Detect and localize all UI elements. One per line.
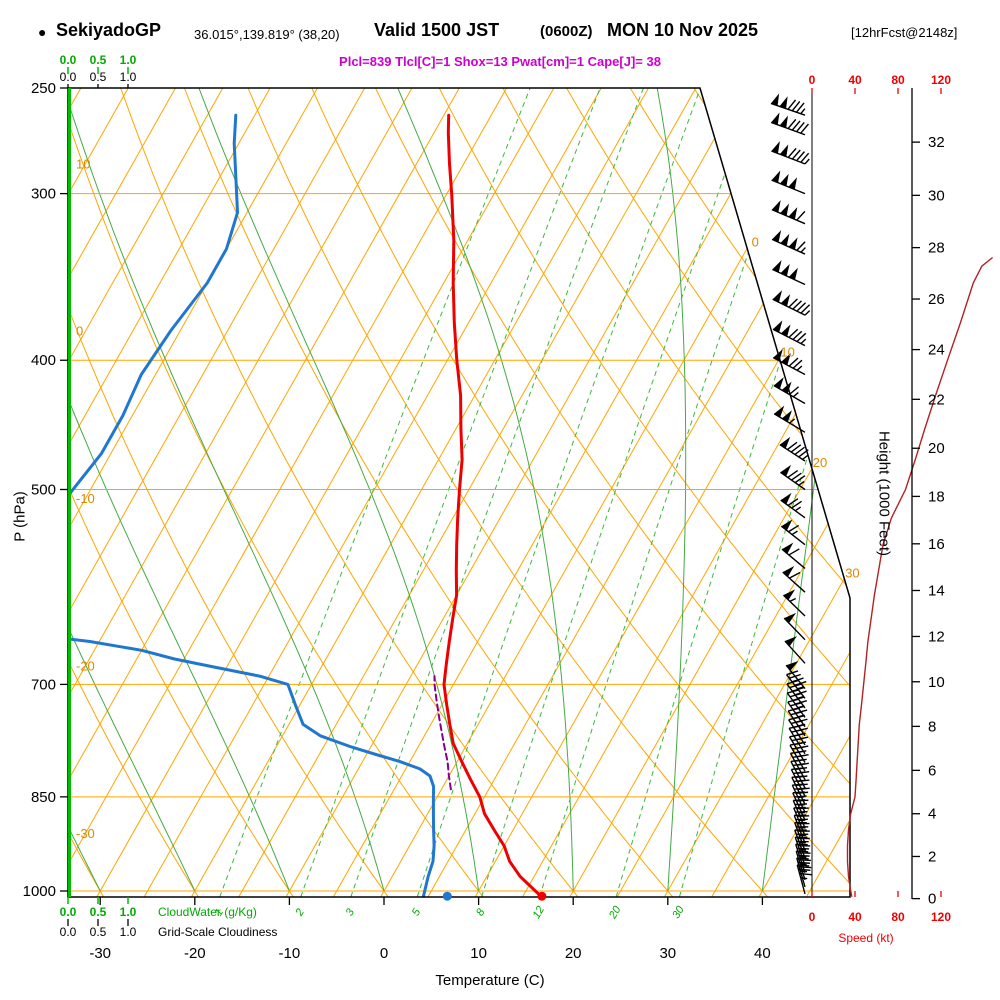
svg-text:-10: -10 [279,945,301,962]
svg-text:40: 40 [754,945,771,962]
svg-text:0.0: 0.0 [60,925,77,939]
svg-text:10: 10 [76,156,90,171]
svg-text:32: 32 [928,134,945,151]
station-coords: 36.015°,139.819° (38,20) [194,27,340,42]
svg-text:3: 3 [344,906,358,918]
svg-text:30: 30 [928,187,945,204]
svg-text:12: 12 [928,628,945,645]
pressure-axis-title: P (hPa) [11,491,29,542]
svg-text:18: 18 [928,488,945,505]
svg-text:16: 16 [928,536,945,553]
svg-text:26: 26 [928,291,945,308]
svg-text:0.0: 0.0 [60,905,77,919]
svg-text:0: 0 [752,234,759,249]
svg-text:2: 2 [293,907,307,919]
svg-text:1.0: 1.0 [120,70,137,84]
temperature-axis-title: Temperature (C) [435,972,545,989]
svg-text:40: 40 [848,73,862,87]
stability-indices: Plcl=839 Tlcl[C]=1 Shox=13 Pwat[cm]=1 Ca… [339,54,661,69]
svg-text:0.0: 0.0 [60,70,77,84]
svg-text:0.5: 0.5 [90,905,107,919]
zulu-time: (0600Z) [540,23,593,40]
svg-text:500: 500 [31,482,56,499]
svg-text:0: 0 [809,910,816,924]
svg-text:-30: -30 [76,826,95,841]
svg-text:0.0: 0.0 [60,53,77,67]
cloudwater-scale-title: CloudWater (g/Kg) [158,905,257,919]
svg-text:10: 10 [928,674,945,691]
svg-text:8: 8 [928,718,936,735]
svg-text:20: 20 [813,455,827,470]
svg-text:850: 850 [31,789,56,806]
svg-text:0: 0 [380,945,388,962]
svg-text:20: 20 [565,945,582,962]
height-axis-title: Height (1000 Feet) [875,430,893,557]
valid-time: Valid 1500 JST [374,20,500,40]
svg-text:20: 20 [928,440,945,457]
svg-text:120: 120 [931,73,951,87]
svg-text:300: 300 [31,186,56,203]
svg-text:80: 80 [891,910,905,924]
cloudiness-scale-title: Grid-Scale Cloudiness [158,925,278,939]
forecast-tag: [12hrFcst@2148z] [851,25,958,40]
svg-text:250: 250 [31,80,56,97]
svg-text:0.5: 0.5 [90,53,107,67]
svg-text:1: 1 [213,907,226,918]
svg-text:5: 5 [410,906,424,918]
speed-axis-title: Speed (kt) [838,931,894,945]
svg-text:20: 20 [607,903,624,921]
svg-text:80: 80 [891,73,905,87]
svg-text:1.0: 1.0 [120,905,137,919]
svg-text:0: 0 [76,324,83,339]
svg-text:-30: -30 [89,945,111,962]
svg-text:0.5: 0.5 [90,925,107,939]
svg-text:120: 120 [931,910,951,924]
svg-text:400: 400 [31,352,56,369]
svg-text:40: 40 [848,910,862,924]
svg-text:8: 8 [474,906,488,918]
svg-text:30: 30 [659,945,676,962]
svg-text:22: 22 [928,391,945,408]
svg-text:6: 6 [928,762,936,779]
station-bullet-icon: ● [38,24,47,40]
svg-text:24: 24 [928,342,945,359]
svg-text:-20: -20 [76,659,95,674]
svg-text:1.0: 1.0 [120,53,137,67]
svg-text:12: 12 [531,904,548,921]
svg-text:2: 2 [928,848,936,865]
svg-text:-10: -10 [76,491,95,506]
svg-text:700: 700 [31,676,56,693]
svg-text:30: 30 [670,903,687,920]
svg-text:4: 4 [928,806,936,823]
station-name: SekiyadoGP [56,20,162,40]
svg-text:0: 0 [928,891,936,908]
svg-text:0: 0 [809,73,816,87]
svg-text:10: 10 [780,345,794,360]
valid-date: MON 10 Nov 2025 [607,20,759,40]
svg-text:28: 28 [928,240,945,257]
svg-text:1.0: 1.0 [120,925,137,939]
svg-text:-20: -20 [184,945,206,962]
svg-text:0.5: 0.5 [90,70,107,84]
svg-text:1000: 1000 [23,883,56,900]
svg-text:10: 10 [470,945,487,962]
svg-text:14: 14 [928,582,945,599]
svg-text:30: 30 [845,565,859,580]
